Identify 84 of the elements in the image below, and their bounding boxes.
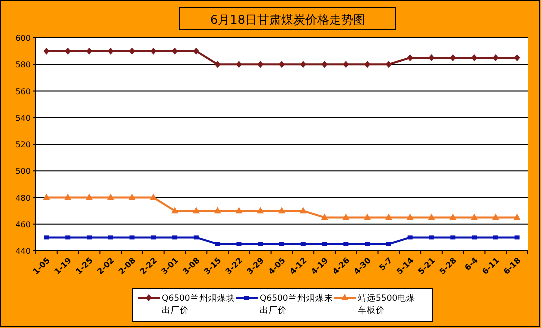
y-tick-label: 480 <box>16 194 31 203</box>
point <box>406 214 414 220</box>
point <box>44 48 50 55</box>
point <box>107 194 114 200</box>
point <box>236 61 242 68</box>
point <box>492 214 500 220</box>
point <box>279 61 285 68</box>
point <box>258 61 264 68</box>
point <box>300 61 306 68</box>
point <box>214 207 222 214</box>
point <box>86 236 92 240</box>
point <box>300 242 306 246</box>
point <box>278 207 286 214</box>
point <box>472 236 478 240</box>
point <box>322 242 328 246</box>
point <box>364 61 371 68</box>
point <box>365 242 370 246</box>
point <box>428 54 435 62</box>
point <box>407 54 414 62</box>
point <box>64 194 72 200</box>
point <box>172 207 179 214</box>
point <box>172 236 178 240</box>
point <box>514 236 520 240</box>
point <box>514 214 521 220</box>
point <box>322 61 328 68</box>
x-tick-label: 5-7 <box>378 256 394 273</box>
point <box>385 214 392 220</box>
chart-title: 6月18日甘肃煤炭价格走势图 <box>210 13 366 27</box>
point <box>236 242 242 246</box>
point <box>44 236 50 240</box>
point <box>429 236 434 240</box>
point <box>344 242 349 246</box>
point <box>514 54 520 62</box>
point <box>492 54 499 62</box>
point <box>215 242 220 246</box>
point <box>129 48 136 55</box>
y-tick-label: 520 <box>16 140 31 150</box>
point <box>280 242 284 246</box>
point <box>364 214 372 220</box>
point <box>236 207 243 214</box>
y-tick-label: 440 <box>16 247 31 256</box>
point <box>172 48 178 55</box>
legend-label: Q6500兰州烟煤块出厂价 <box>162 293 236 316</box>
point <box>471 214 478 220</box>
y-tick-label: 460 <box>16 220 31 230</box>
point <box>450 214 457 220</box>
y-tick-label: 560 <box>16 87 31 96</box>
y-tick-label: 580 <box>16 60 31 70</box>
point <box>43 194 50 200</box>
point <box>386 242 392 246</box>
point <box>193 48 200 55</box>
y-tick-label: 540 <box>16 114 31 123</box>
y-tick-label: 600 <box>16 34 31 43</box>
point <box>150 48 157 55</box>
point <box>65 48 72 55</box>
x-tick-label: 6-4 <box>463 256 480 273</box>
point <box>108 48 114 55</box>
point <box>130 236 135 240</box>
point <box>66 236 71 240</box>
point <box>300 207 307 214</box>
point <box>450 236 456 240</box>
point <box>86 48 92 55</box>
legend-label: 靖远5500电煤车板价 <box>358 293 416 316</box>
legend-label: Q6500兰州烟煤末出厂价 <box>260 293 334 316</box>
point <box>108 236 114 240</box>
point <box>428 214 436 220</box>
point <box>408 236 413 240</box>
point <box>493 236 498 240</box>
point <box>386 61 392 68</box>
point <box>321 214 328 220</box>
point <box>342 214 350 220</box>
point <box>86 194 93 200</box>
point <box>151 236 156 240</box>
point <box>450 54 456 62</box>
point <box>150 194 158 200</box>
point <box>343 61 350 68</box>
point <box>258 242 264 246</box>
point <box>257 207 264 214</box>
y-tick-label: 500 <box>16 167 31 176</box>
point <box>194 236 199 240</box>
point <box>214 61 221 68</box>
point <box>472 54 478 62</box>
point <box>192 207 200 214</box>
point <box>128 194 136 200</box>
